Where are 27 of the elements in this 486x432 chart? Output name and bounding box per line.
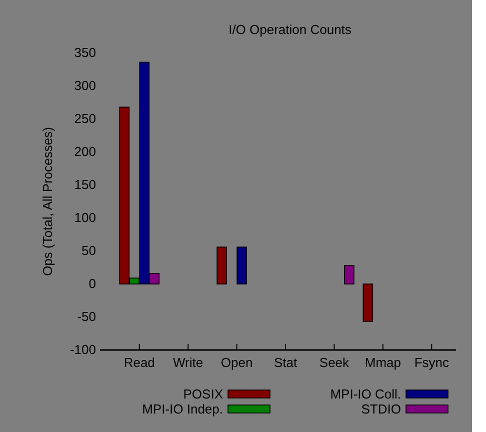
y-tick-label: 200 xyxy=(74,144,96,160)
bar xyxy=(236,246,247,284)
legend-label: POSIX xyxy=(183,386,224,402)
x-tick-label: Mmap xyxy=(364,355,401,370)
x-tick-label: Stat xyxy=(274,355,298,370)
legend-label: MPI-IO Indep. xyxy=(142,402,223,416)
x-tick-label: Read xyxy=(124,355,155,370)
y-tick-label: 150 xyxy=(74,177,96,192)
y-tick-label: 300 xyxy=(74,78,96,94)
x-tick-label: Open xyxy=(220,355,253,370)
bar xyxy=(216,246,227,284)
y-tick-label: 100 xyxy=(74,210,96,226)
y-tick-label: 250 xyxy=(74,111,96,126)
chart-title: I/O Operation Counts xyxy=(228,22,352,37)
bar xyxy=(344,265,354,284)
legend-label: STDIO xyxy=(361,402,401,416)
bar xyxy=(362,284,374,322)
y-axis-title: Ops (Total, All Processes) xyxy=(40,127,55,276)
y-tick-label: -100 xyxy=(70,342,96,358)
y-tick-label: 50 xyxy=(82,243,96,258)
y-tick-label: 0 xyxy=(88,276,96,292)
x-tick-label: Fsync xyxy=(414,355,450,370)
x-tick-label: Seek xyxy=(319,355,350,370)
x-tick-label: Write xyxy=(173,355,204,370)
y-tick-label: -50 xyxy=(77,309,96,324)
y-tick-label: 350 xyxy=(74,45,96,60)
legend-label: MPI-IO Coll. xyxy=(330,386,401,402)
